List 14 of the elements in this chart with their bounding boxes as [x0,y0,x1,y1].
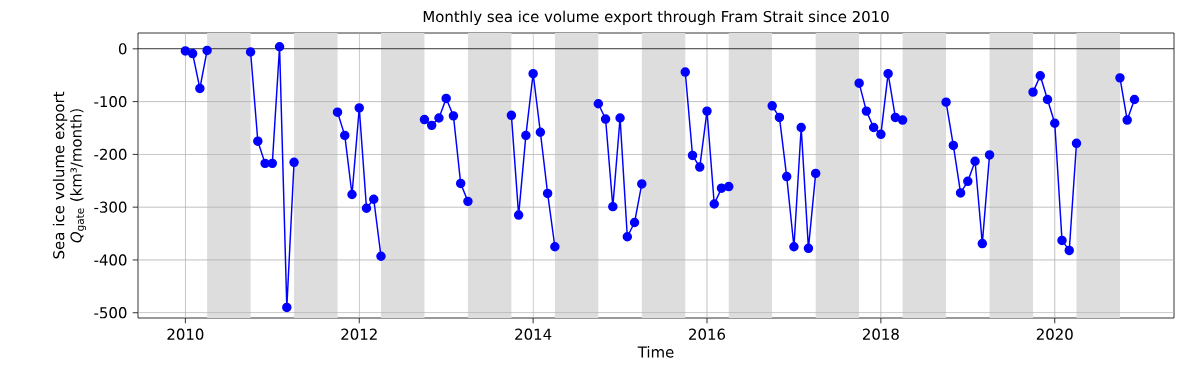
x-tick-label: 2010 [167,328,204,340]
x-tick-label: 2016 [689,328,726,340]
x-tick-label: 2012 [341,328,377,340]
y-tick-label: -500 [94,307,127,319]
y-tick-label: -400 [94,254,127,266]
x-axis-title: Time [637,346,674,358]
y-tick-label: -300 [94,201,127,213]
chart-title: Monthly sea ice volume export through Fram Strait since 2010 [423,10,889,26]
y-tick-label: 0 [118,43,127,55]
y-tick-label: -100 [94,95,127,108]
x-tick-label: 2014 [515,328,552,340]
x-tick-label: 2018 [862,328,899,340]
y-tick-label: -200 [94,148,127,161]
x-tick-label: 2020 [1036,328,1073,340]
